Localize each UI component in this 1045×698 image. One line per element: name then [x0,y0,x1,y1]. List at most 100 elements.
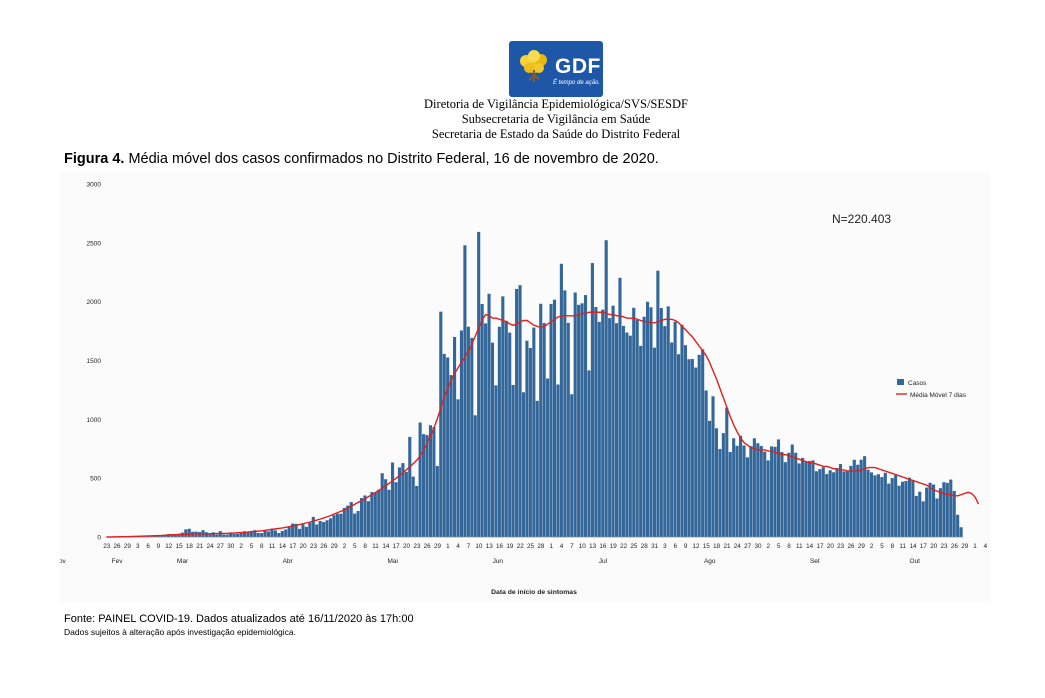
data-bar [497,326,501,537]
footer-source: Fonte: PAINEL COVID-19. Dados atualizado… [64,613,414,625]
x-tick-label: 24 [207,543,215,550]
data-bar [921,501,925,537]
data-bar [328,518,333,537]
data-bar [856,464,860,537]
data-bar [204,532,209,537]
data-bar [583,295,588,537]
data-bar [773,446,777,537]
moving-average-line [106,311,980,538]
data-bar [938,488,942,537]
data-bar [811,460,815,537]
data-bar [484,323,488,537]
header-line-1: Diretoria de Vigilância Epidemiológica/S… [424,97,688,111]
data-bar [528,348,532,537]
x-tick-label: 16 [496,543,504,550]
data-bar [887,483,891,537]
data-bar [208,534,212,537]
data-bar [590,263,594,537]
x-tick-label: 27 [217,543,225,550]
month-label: Mai [387,558,397,565]
x-tick-label: 6 [146,543,150,550]
data-bar [432,427,436,537]
data-bar [656,270,660,537]
month-label: Set [810,558,820,565]
logo-slogan: É tempo de ação. [553,80,601,86]
data-bar [211,532,215,537]
x-tick-label: 7 [570,543,574,550]
y-tick-label: 500 [90,476,101,483]
x-tick-label: 11 [899,543,906,550]
data-bar [280,531,284,537]
x-tick-label: 16 [599,543,607,550]
data-bar [377,489,381,537]
data-bar [790,444,794,537]
data-bar [759,445,763,537]
data-bar [749,446,753,537]
data-bar [559,263,563,537]
x-tick-label: 15 [703,543,711,550]
data-bar [614,323,619,537]
month-label: Ago [704,558,716,565]
data-bar [325,520,329,537]
x-tick-label: 14 [279,543,287,550]
x-tick-label: 8 [891,543,895,550]
x-tick-label: 8 [260,543,264,550]
data-bar [721,433,725,537]
data-bar [297,528,302,537]
x-tick-label: 11 [269,543,276,550]
data-bar [380,473,384,537]
data-bar [546,378,550,537]
data-bar [697,354,701,537]
data-bar [518,285,522,537]
data-bar [291,523,295,537]
x-tick-label: 22 [517,543,525,550]
data-bar [680,324,684,537]
data-bar [304,526,308,537]
data-bar [270,528,274,537]
month-label: Abr [283,558,294,565]
data-bar [332,515,336,537]
x-tick-label: 17 [920,543,928,550]
x-tick-label: 8 [787,543,791,550]
data-bar [766,460,770,537]
data-bar [608,318,612,537]
x-tick-label: 29 [124,543,132,550]
data-bar [566,322,570,537]
x-tick-label: 4 [560,543,564,550]
data-bar [956,514,960,537]
data-bar [170,534,174,537]
x-tick-label: 25 [630,543,638,550]
data-bar [873,475,877,537]
data-bar [732,438,736,537]
data-bar [359,498,364,537]
data-bar [473,415,477,537]
data-bar [459,330,464,537]
data-bar [797,463,801,537]
x-tick-label: 10 [475,543,483,550]
data-bar [604,240,608,537]
x-tick-label: 8 [363,543,367,550]
data-bar [780,452,784,537]
x-tick-label: 26 [320,543,328,550]
data-bar [959,527,963,537]
x-tick-label: 25 [527,543,535,550]
data-bar [563,290,567,537]
data-bar [849,465,853,537]
data-bar [487,293,491,537]
data-bar [594,306,598,537]
x-tick-label: 19 [506,543,514,550]
data-bar [611,305,615,537]
x-tick-label: 14 [382,543,390,550]
x-tick-label: 4 [456,543,460,550]
data-bar [931,484,936,537]
legend-swatch-casos [897,379,904,385]
data-bar [690,358,694,537]
month-label: Jun [493,558,504,565]
data-bar [770,446,774,537]
data-bar [463,245,467,538]
x-tick-label: 1 [549,543,553,550]
data-bar [804,462,808,537]
x-tick-label: 12 [165,543,173,550]
data-bar [852,459,856,537]
data-bar [215,534,219,537]
